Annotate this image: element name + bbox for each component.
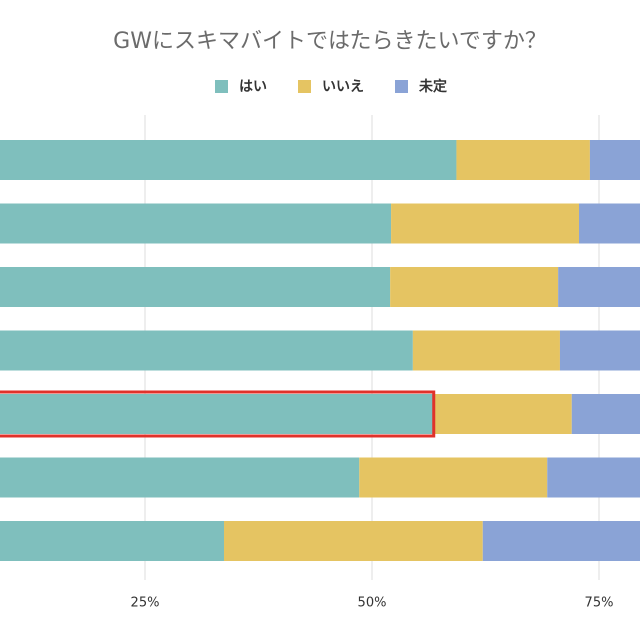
bar-segment xyxy=(391,203,580,244)
bar-segment xyxy=(589,140,640,180)
bar-segment xyxy=(433,394,572,434)
bar-segment xyxy=(223,521,483,561)
bar-segment xyxy=(412,330,560,371)
bar-segment xyxy=(456,140,590,180)
bar-segment xyxy=(0,203,392,244)
bar-segment xyxy=(359,457,548,498)
bar-segment xyxy=(390,267,559,307)
legend-label: 未定 xyxy=(419,78,447,95)
bar-segment xyxy=(0,394,434,434)
chart-title: GWにスキマバイトではたらきたいですか？ xyxy=(113,29,547,54)
x-tick-label: 75% xyxy=(585,596,614,611)
legend-label: いいえ xyxy=(322,79,364,95)
bar-segment xyxy=(571,394,640,434)
bar-segment xyxy=(482,521,640,561)
bar-segment xyxy=(0,140,457,180)
bar-segment xyxy=(547,457,640,498)
bar-segment xyxy=(0,330,413,371)
legend-swatch xyxy=(215,80,228,93)
x-tick-label: 50% xyxy=(358,596,387,611)
legend-label: はい xyxy=(239,79,267,95)
bar-segment xyxy=(579,203,640,244)
bar-segment xyxy=(559,330,640,371)
legend-swatch xyxy=(298,80,311,93)
legend-swatch xyxy=(395,80,408,93)
x-tick-label: 25% xyxy=(131,596,160,611)
bar-segment xyxy=(0,521,224,561)
bar-segment xyxy=(558,267,640,307)
highlight-box xyxy=(0,390,436,438)
bar-segment xyxy=(0,267,391,307)
bar-segment xyxy=(0,457,360,498)
